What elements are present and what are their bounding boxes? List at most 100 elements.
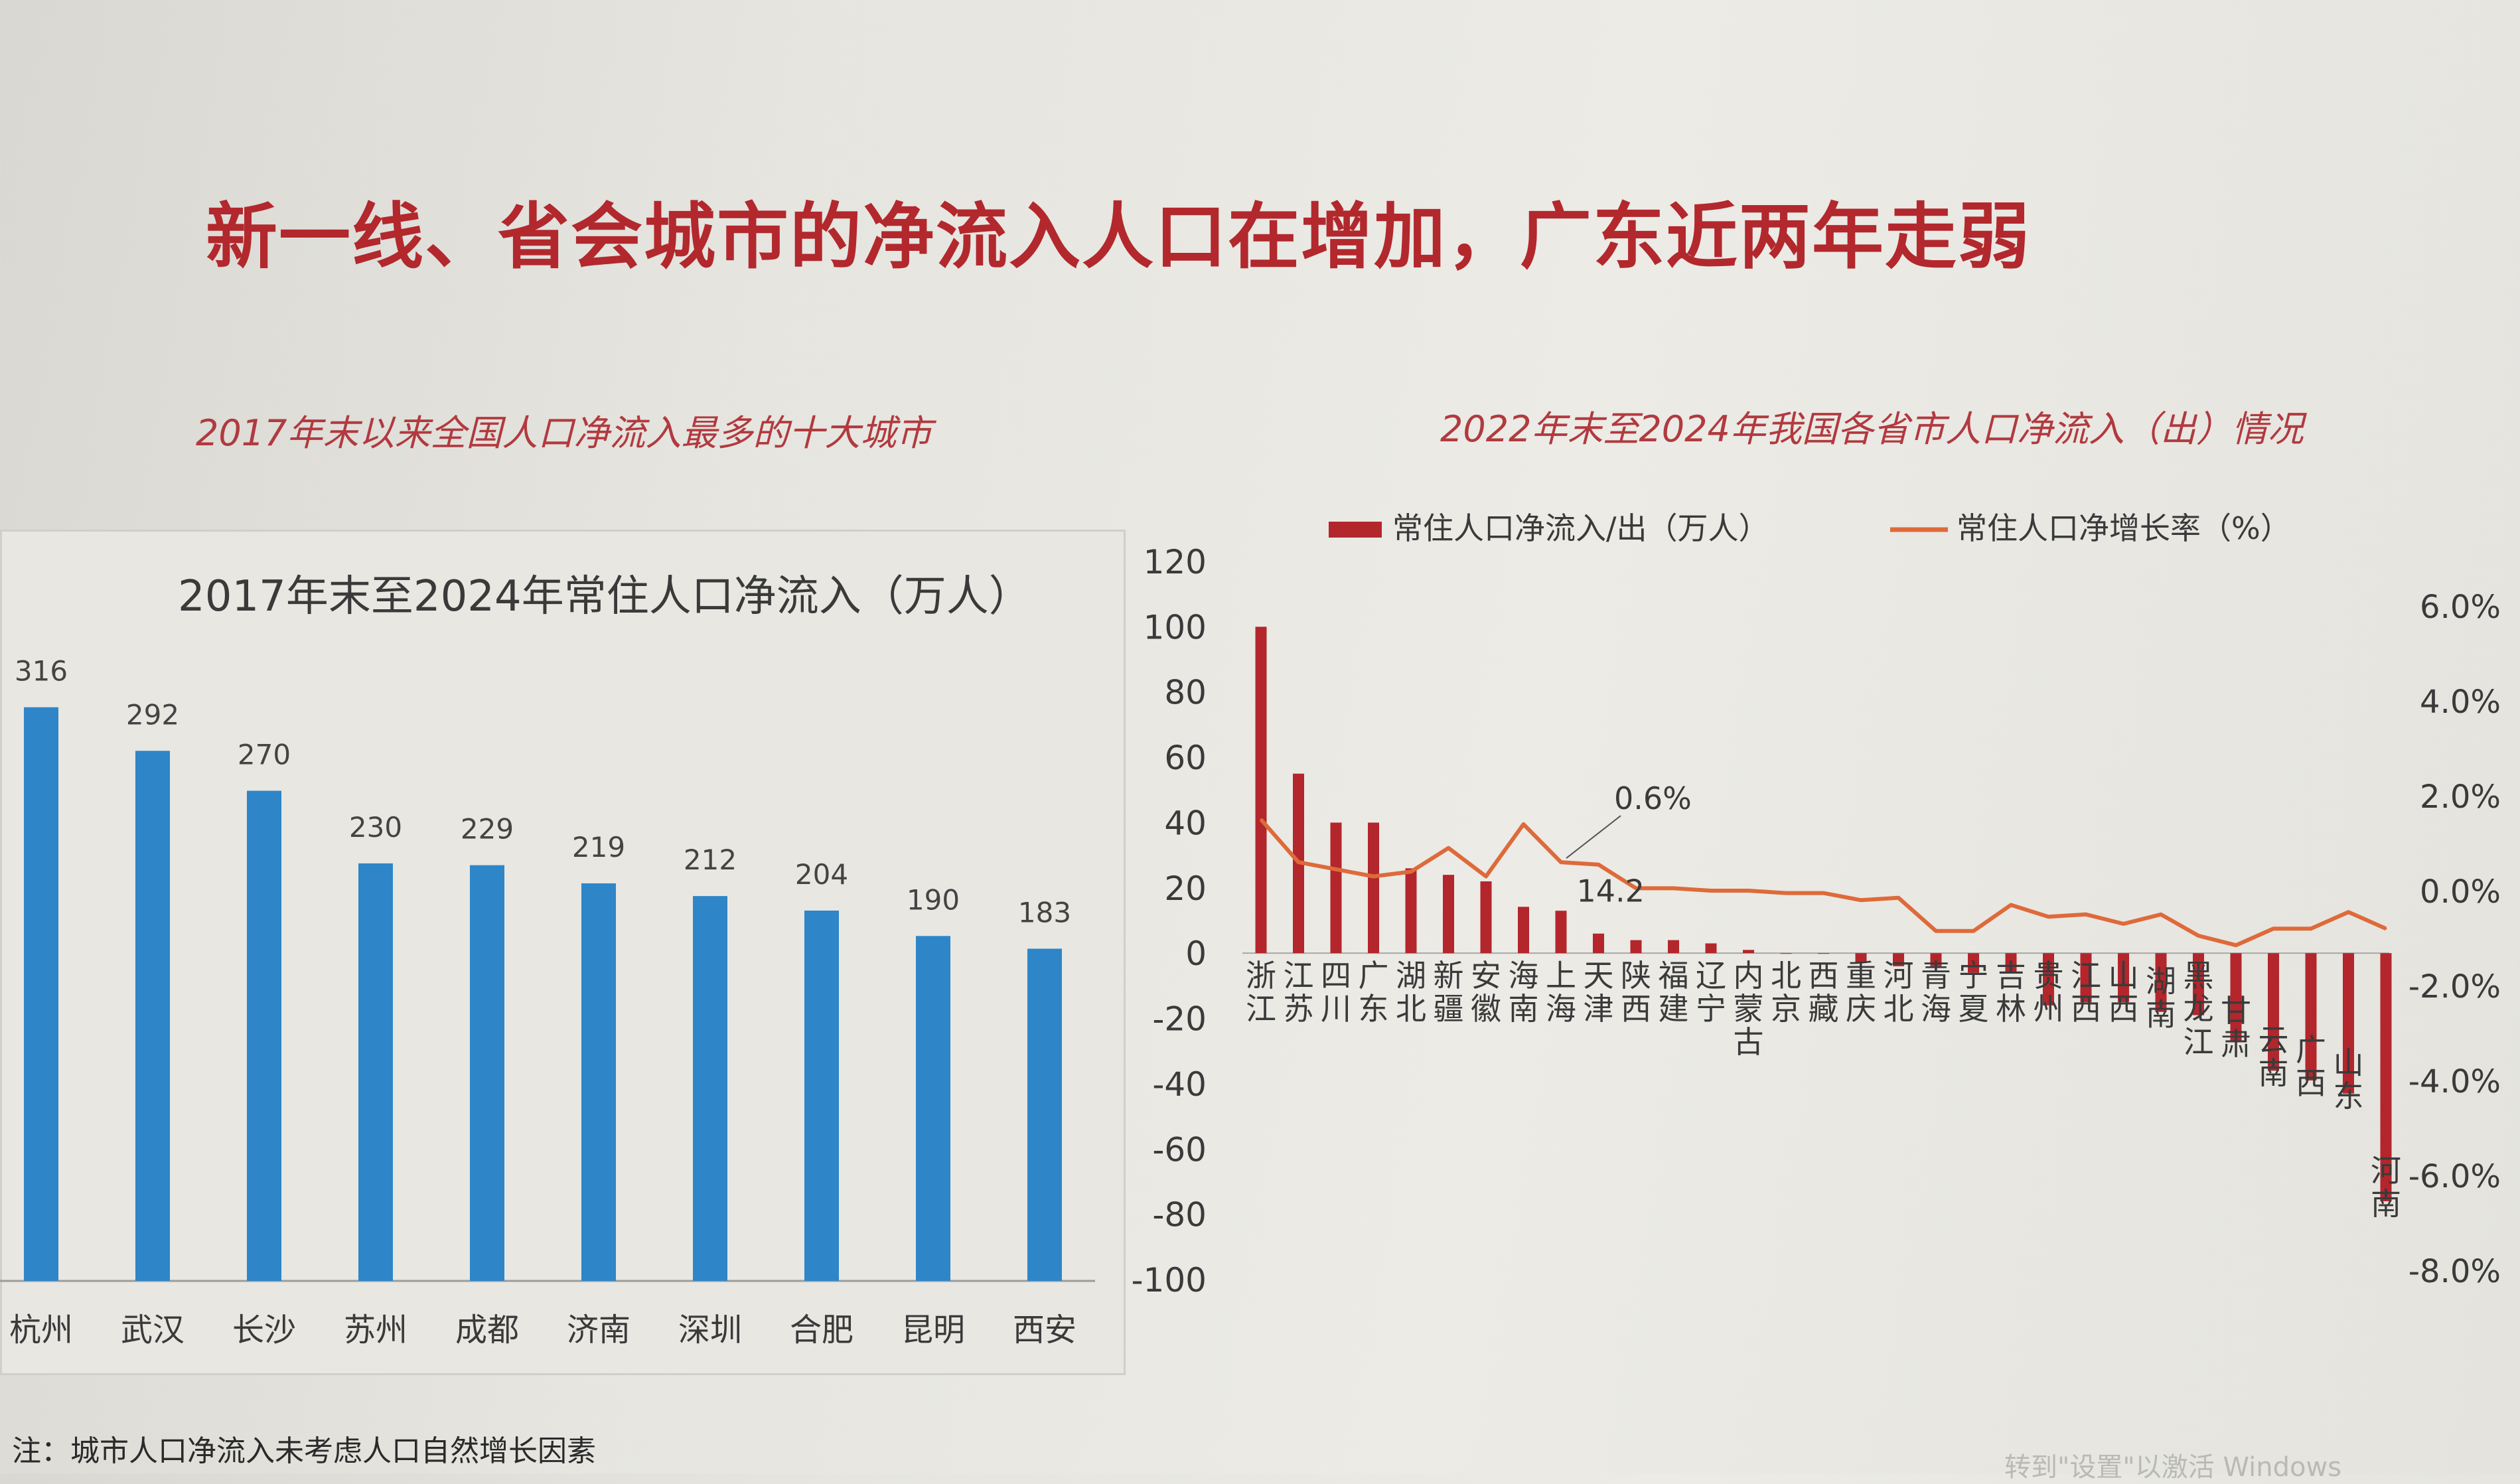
left-bar-5	[581, 883, 616, 1281]
right-bar-7	[1518, 907, 1529, 954]
left-bar-value-label-2: 270	[238, 738, 291, 771]
right-chart-left-tick-5: 20	[1164, 869, 1207, 908]
growth-rate-point-21	[2047, 915, 2049, 918]
left-chart-subtitle: 2017年末以来全国人口净流入最多的十大城市	[196, 412, 932, 454]
right-bar-3	[1368, 822, 1379, 954]
growth-rate-point-4	[1410, 870, 1412, 873]
left-bar-value-label-3: 230	[349, 811, 402, 844]
left-bar-value-label-8: 190	[907, 883, 960, 916]
right-category-label-10: 陕西	[1621, 958, 1651, 1027]
right-bar-15	[1818, 953, 1829, 954]
growth-rate-point-8	[1560, 861, 1562, 863]
growth-rate-point-28	[2310, 927, 2312, 930]
right-chart-left-tick-9: -60	[1152, 1130, 1207, 1169]
right-bar-13	[1743, 950, 1754, 954]
left-category-label-5: 济南	[567, 1311, 630, 1349]
left-bar-value-label-4: 229	[461, 813, 514, 846]
right-category-label-13: 内蒙古	[1734, 958, 1764, 1060]
right-chart-right-tick-3: 0.0%	[2420, 873, 2501, 911]
left-category-label-1: 武汉	[121, 1311, 185, 1349]
left-bar-0	[24, 707, 58, 1281]
growth-rate-point-9	[1597, 863, 1599, 866]
left-category-label-7: 合肥	[790, 1311, 853, 1349]
growth-rate-point-18	[1935, 930, 1937, 932]
right-chart-left-tick-7: -20	[1152, 1000, 1207, 1039]
right-bar-21	[2043, 953, 2054, 1005]
growth-rate-point-20	[2010, 903, 2012, 906]
left-category-label-9: 西安	[1013, 1311, 1076, 1349]
right-category-label-21: 贵州	[2034, 958, 2064, 1027]
right-chart-subtitle: 2022年末至2024年我国各省市人口净流入（出）情况	[1440, 408, 2304, 450]
right-bar-16	[1855, 953, 1867, 963]
right-category-label-12: 辽宁	[1696, 958, 1726, 1027]
left-bar-2	[247, 790, 281, 1281]
left-bar-9	[1027, 948, 1062, 1281]
right-bar-20	[2005, 953, 2017, 973]
right-category-label-29: 山东	[2334, 1045, 2364, 1114]
right-bar-5	[1443, 875, 1454, 954]
right-chart-right-tick-1: 4.0%	[2420, 684, 2501, 721]
growth-rate-point-27	[2272, 927, 2274, 930]
right-chart-left-tick-2: 80	[1164, 674, 1207, 712]
right-chart-right-tick-5: -4.0%	[2409, 1063, 2501, 1100]
growth-rate-point-25	[2197, 934, 2199, 937]
growth-rate-point-10	[1635, 887, 1637, 889]
left-bar-value-label-6: 212	[684, 844, 737, 876]
right-chart-left-tick-3: 60	[1164, 739, 1207, 777]
right-bar-30	[2380, 953, 2392, 1201]
right-category-label-23: 山西	[2109, 958, 2139, 1027]
left-category-label-3: 苏州	[344, 1311, 408, 1349]
right-category-label-17: 河北	[1884, 958, 1914, 1027]
growth-rate-point-26	[2235, 944, 2237, 946]
growth-rate-point-15	[1822, 892, 1824, 895]
right-category-label-11: 福建	[1659, 958, 1689, 1027]
right-category-label-3: 广东	[1359, 958, 1389, 1027]
left-bar-6	[693, 896, 727, 1281]
growth-rate-point-3	[1372, 875, 1374, 878]
left-bar-3	[358, 863, 393, 1281]
right-category-label-15: 西藏	[1809, 958, 1839, 1027]
growth-rate-point-7	[1522, 823, 1524, 826]
legend-bar-swatch	[1329, 522, 1382, 538]
right-chart-left-tick-4: 40	[1164, 804, 1207, 842]
bar-annotation-label: 14.2	[1577, 873, 1645, 909]
right-chart-left-tick-10: -80	[1152, 1196, 1207, 1234]
growth-rate-point-12	[1710, 889, 1712, 892]
right-category-label-16: 重庆	[1846, 958, 1876, 1027]
footnote: 注：城市人口净流入未考虑人口自然增长因素	[12, 1434, 596, 1468]
left-category-label-4: 成都	[455, 1311, 519, 1349]
left-bar-value-label-7: 204	[795, 858, 848, 891]
right-category-label-28: 广西	[2296, 1032, 2326, 1101]
right-category-label-14: 北京	[1771, 958, 1801, 1027]
right-bar-8	[1555, 911, 1567, 954]
growth-rate-point-30	[2385, 927, 2387, 930]
growth-rate-point-24	[2160, 913, 2162, 916]
right-bar-6	[1480, 881, 1492, 954]
right-category-label-18: 青海	[1921, 958, 1951, 1027]
left-bar-value-label-5: 219	[572, 831, 625, 863]
right-category-label-26: 甘肃	[2221, 993, 2251, 1062]
growth-rate-point-22	[2085, 913, 2087, 916]
right-bar-29	[2343, 953, 2354, 1094]
left-chart-title: 2017年末至2024年常住人口净流入（万人）	[178, 572, 1031, 621]
growth-rate-point-6	[1485, 875, 1487, 878]
right-chart-left-tick-8: -40	[1152, 1065, 1207, 1104]
right-bar-14	[1780, 953, 1792, 954]
left-bar-value-label-9: 183	[1018, 896, 1071, 928]
right-bar-18	[1930, 953, 1942, 966]
page-title: 新一线、省会城市的净流入人口在增加，广东近两年走弱	[206, 196, 2032, 279]
right-bar-27	[2268, 953, 2279, 1071]
right-bar-11	[1668, 940, 1679, 954]
right-bar-19	[1968, 953, 1979, 973]
right-category-label-22: 江西	[2071, 958, 2101, 1027]
growth-rate-point-2	[1335, 868, 1337, 871]
right-bar-12	[1705, 943, 1717, 954]
left-bar-1	[135, 751, 170, 1281]
right-chart-right-tick-0: 6.0%	[2420, 589, 2501, 626]
right-category-label-1: 江苏	[1284, 958, 1314, 1027]
left-bar-value-label-0: 316	[15, 655, 68, 688]
right-chart-left-tick-6: 0	[1185, 934, 1207, 973]
growth-rate-point-11	[1672, 887, 1674, 889]
right-category-label-7: 海南	[1509, 958, 1539, 1027]
